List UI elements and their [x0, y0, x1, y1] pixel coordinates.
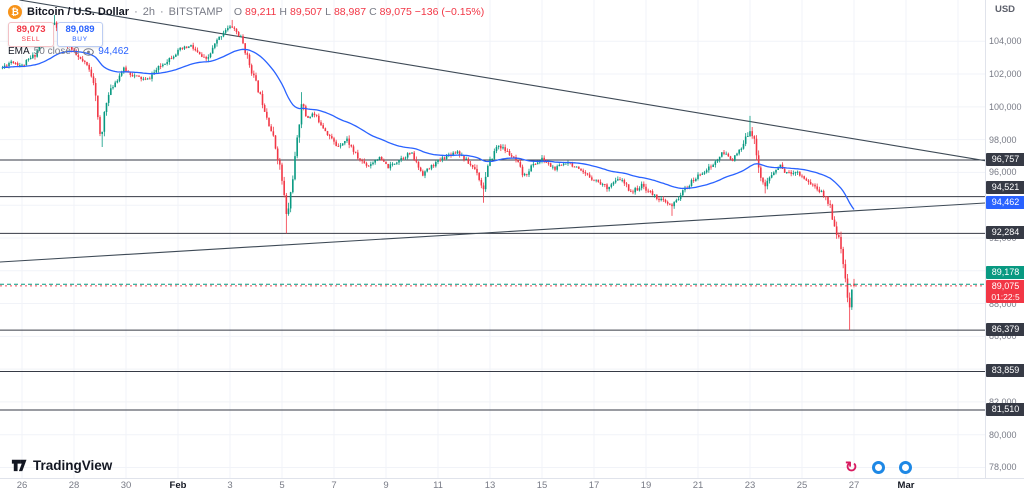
sell-label: SELL — [21, 36, 41, 43]
time-axis-label: 11 — [433, 480, 443, 491]
price-axis[interactable]: USD 104,000 102,000 100,000 98,000 96,000 94,… — [985, 0, 1024, 478]
sell-price: 89,073 — [16, 24, 46, 35]
current-price-tag: 89,075 01:22:5 — [986, 279, 1024, 303]
ohlc-readout: O 89,211 H 89,507 L 88,987 C 89,075 −136… — [234, 6, 484, 18]
time-axis-label: 23 — [744, 480, 756, 491]
open-label: O — [233, 6, 243, 18]
price-axis-label: 98,000 — [989, 134, 1017, 145]
level-price-tag: 86,379 — [986, 323, 1024, 337]
indicator-legend: EMA 50 close 0 94,462 — [8, 46, 129, 57]
time-axis-label: 30 — [120, 480, 132, 491]
currency-label: USD — [994, 4, 1016, 15]
buy-label: BUY — [72, 36, 88, 43]
tradingview-logo[interactable]: TradingView — [10, 456, 112, 474]
price-axis-label: 96,000 — [989, 167, 1017, 178]
level-price-tag: 83,859 — [986, 364, 1024, 378]
indicator-name[interactable]: EMA — [8, 46, 30, 57]
separator: · — [134, 6, 138, 18]
time-axis-label: 7 — [331, 480, 337, 491]
price-axis-label: 82,000 — [989, 396, 1017, 407]
blue-circle-icon-2[interactable] — [898, 461, 912, 474]
green-price-tag: 89,178 — [986, 266, 1024, 280]
symbol-legend: ₿ Bitcoin / U.S. Dollar · 2h · BITSTAMP … — [8, 5, 484, 19]
high-label: H — [279, 6, 287, 18]
time-axis-label: 15 — [536, 480, 548, 491]
indicator-params: 50 close 0 — [33, 46, 80, 57]
indicator-value: 94,462 — [98, 46, 129, 57]
candles — [1, 15, 855, 331]
time-axis-label: 27 — [848, 480, 860, 491]
ema-price-tag: 94,462 — [986, 195, 1024, 209]
time-axis[interactable]: 26 28 30 Feb 3 5 7 9 11 13 15 17 19 21 23 25 27 Mar — [0, 478, 1024, 491]
tradingview-logo-text: TradingView — [33, 457, 113, 473]
time-axis-label: Mar — [897, 480, 915, 491]
eye-icon[interactable] — [83, 47, 95, 56]
time-axis-label: 21 — [692, 480, 704, 491]
price-axis-label: 102,000 — [989, 69, 1022, 80]
buy-sell-widget: 89,073 SELL 89,089 BUY — [8, 22, 103, 47]
high-value: 89,507 — [289, 6, 323, 18]
time-axis-label: 9 — [383, 480, 389, 491]
time-axis-label: 28 — [68, 480, 80, 491]
time-axis-label: 19 — [640, 480, 652, 491]
sell-button[interactable]: 89,073 SELL — [8, 22, 54, 47]
price-axis-label: 80,000 — [989, 429, 1017, 440]
exchange-label: BITSTAMP — [168, 6, 223, 18]
level-price-tag: 81,510 — [986, 402, 1024, 416]
time-axis-label: 25 — [796, 480, 808, 491]
low-value: 88,987 — [333, 6, 367, 18]
low-label: L — [325, 6, 331, 18]
time-axis-label: 3 — [227, 480, 233, 491]
time-axis-label: 17 — [588, 480, 600, 491]
price-axis-label: 78,000 — [989, 462, 1017, 473]
time-axis-label: 5 — [279, 480, 285, 491]
ema-line — [2, 48, 855, 210]
level-price-tag: 92,284 — [986, 226, 1024, 240]
time-axis-label: Feb — [169, 480, 187, 491]
separator: · — [160, 6, 164, 18]
tradingview-logo-icon — [11, 459, 27, 472]
trend-lines — [0, 0, 985, 263]
level-price-tag: 94,521 — [986, 180, 1024, 194]
buy-price: 89,089 — [65, 24, 95, 35]
interval-label[interactable]: 2h — [142, 6, 155, 18]
level-price-tag: 96,757 — [986, 153, 1024, 166]
close-label: C — [369, 6, 377, 18]
open-value: 89,211 — [245, 6, 277, 18]
price-axis-label: 100,000 — [989, 101, 1022, 112]
footer-icons: ↻ — [845, 460, 912, 475]
blue-circle-icon-1[interactable] — [871, 461, 885, 474]
bitcoin-icon: ₿ — [8, 5, 22, 19]
change-value: −136 (−0.15%) — [414, 6, 485, 18]
price-axis-label: 104,000 — [989, 36, 1022, 47]
price-chart[interactable] — [0, 0, 985, 478]
buy-button[interactable]: 89,089 BUY — [57, 22, 103, 47]
price-axis-label: 88,000 — [989, 298, 1017, 309]
symbol-title[interactable]: Bitcoin / U.S. Dollar — [27, 6, 130, 18]
price-axis-label: 86,000 — [989, 331, 1017, 342]
refresh-icon[interactable]: ↻ — [845, 459, 858, 476]
chart-area[interactable] — [0, 0, 985, 478]
time-axis-label: 13 — [484, 480, 496, 491]
close-value: 89,075 — [379, 6, 412, 18]
horizontal-level-lines — [0, 159, 985, 411]
time-axis-label: 26 — [16, 480, 28, 491]
grid-lines — [0, 0, 985, 478]
